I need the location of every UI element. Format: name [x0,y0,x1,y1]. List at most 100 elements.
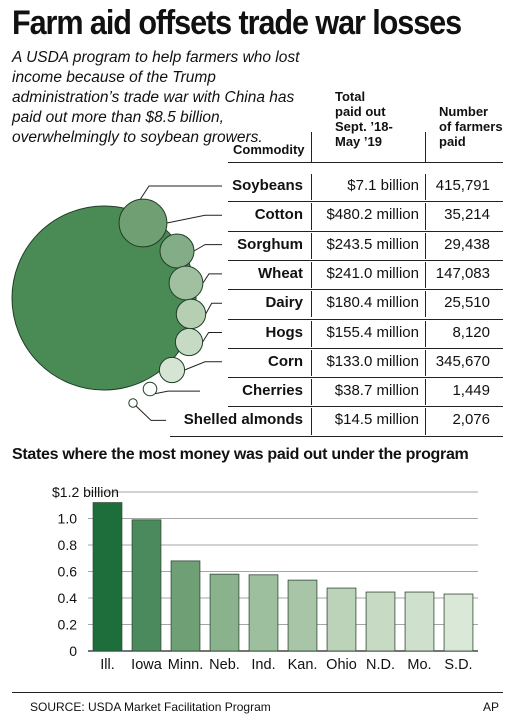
y-tick-label: 1.0 [58,511,78,527]
bubble-leader-line [205,302,222,315]
commodity-name: Sorghum [237,235,303,253]
commodity-name: Cotton [254,206,303,224]
x-tick-label: Kan. [288,657,318,673]
bubble-cotton [118,198,168,248]
bar-ind [248,574,279,652]
x-tick-label: Minn. [168,657,203,673]
bubble-dairy [175,298,207,330]
column-divider [425,320,426,347]
x-tick-label: Iowa [131,657,163,673]
total-paid: $133.0 million [326,352,419,370]
column-divider [311,320,312,347]
bar-minn [170,560,201,652]
bar-neb [209,573,240,652]
x-tick-label: Mo. [407,657,431,673]
commodity-name: Shelled almonds [183,411,303,429]
farmers-paid: 8,120 [452,323,490,341]
column-divider [425,291,426,318]
bubble-hogs [174,327,204,357]
bubble-leader-line [135,405,166,421]
column-divider [425,203,426,230]
column-divider [425,174,426,201]
bar-mo [404,591,435,652]
header-rule [228,162,503,163]
column-divider [425,132,426,162]
x-tick-label: Ill. [100,657,115,673]
total-paid: $241.0 million [326,264,419,282]
farmers-paid: 415,791 [435,177,490,194]
farmers-paid: 29,438 [444,235,490,253]
bar-kan [287,579,318,652]
bubble-cherries [142,381,158,397]
bar-ill [92,502,123,652]
bubble-corn [158,356,186,384]
footer-credit: AP [482,700,499,714]
total-paid: $38.7 million [334,382,419,400]
farmers-paid: 25,510 [444,294,490,312]
bar-ohio [326,587,357,652]
commodity-name: Wheat [258,264,303,282]
commodity-name: Corn [268,352,303,370]
bubble-leader-line [193,244,222,252]
footer-rule [12,692,503,693]
farmers-paid: 2,076 [452,411,490,429]
row-rule [228,201,503,203]
bar-iowa [131,519,162,652]
y-tick-label: 0.6 [58,564,78,580]
bubble-wheat [168,265,204,301]
commodity-name: Soybeans [232,177,303,194]
column-divider [311,203,312,230]
page-title: Farm aid offsets trade war losses [12,4,462,42]
row-rule [228,318,503,320]
farmers-paid: 1,449 [452,382,490,400]
footer-source: SOURCE: USDA Market Facilitation Program [30,700,271,714]
total-paid: $243.5 million [326,235,419,253]
bubble-leader-line [166,214,222,224]
column-divider [425,379,426,406]
y-tick-label: 0.4 [58,590,78,606]
total-paid: $155.4 million [326,323,419,341]
x-tick-label: Neb. [209,657,240,673]
total-paid: $14.5 million [334,411,419,429]
column-divider [311,349,312,377]
x-tick-label: S.D. [444,657,472,673]
section-title: States where the most money was paid out… [12,446,469,463]
commodity-name: Dairy [265,294,303,312]
column-divider [311,379,312,406]
column-divider [311,291,312,318]
column-divider [425,349,426,377]
x-tick-label: Ind. [251,657,275,673]
y-tick-label: 0 [69,643,77,659]
bubble-leader-line [184,361,222,371]
column-divider [311,174,312,201]
bubble-shelled-almonds [128,398,138,408]
column-divider [311,408,312,435]
column-divider [425,408,426,435]
row-rule [228,347,503,349]
bubble-soybeans [11,205,197,391]
commodity-name: Hogs [265,323,304,341]
row-rule [228,230,503,232]
y-tick-label: $1.2 billion [52,484,119,500]
bubble-leader-line [202,332,222,343]
bar-nd [365,591,396,652]
subtitle: A USDA program to help farmers who lost … [12,49,300,146]
state-bar-chart: 0 0.2 0.4 0.6 0.8 1.0 $1.2 billion Ill. Iowa Minn… [52,484,478,673]
commodity-bubbles [11,185,222,421]
y-tick-label: 0.2 [58,617,78,633]
row-rule [228,406,503,408]
total-paid: $7.1 billion [347,177,419,194]
bubble-leader-line [154,390,200,395]
header-farmers-paid: Number of farmers paid [439,104,503,149]
x-tick-label: N.D. [366,657,395,673]
bubble-leader-line [202,273,222,284]
row-rule [228,377,503,379]
column-divider [425,261,426,289]
row-rule [228,259,503,261]
y-tick-label: 0.8 [58,537,78,553]
farmers-paid: 345,670 [435,352,490,370]
total-paid: $180.4 million [326,294,419,312]
column-divider [425,232,426,259]
farmers-paid: 35,214 [444,206,490,224]
column-divider [311,261,312,289]
